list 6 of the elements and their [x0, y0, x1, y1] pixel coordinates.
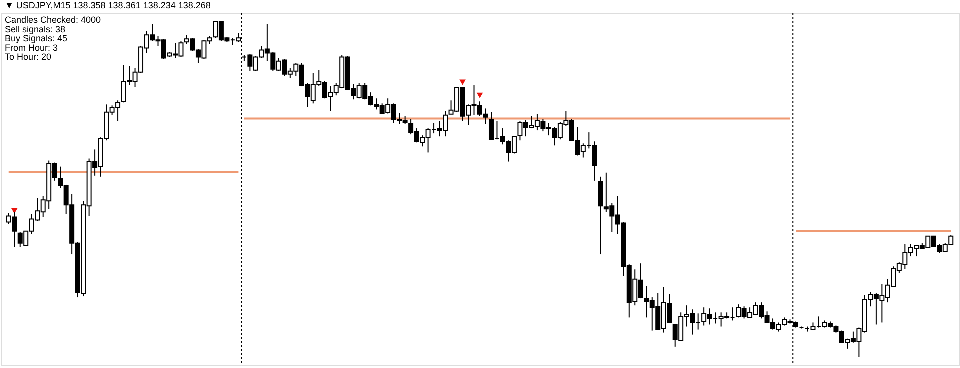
annotation: To Hour: 20	[5, 52, 52, 62]
annotation: Buy Signals: 45	[5, 34, 68, 44]
annotation: From Hour: 3	[5, 42, 58, 53]
annotation: Candles Checked: 4000	[5, 15, 102, 25]
chart-title: ▼ USDJPY,M15 138.358 138.361 138.234 138.268	[5, 0, 211, 10]
annotation: Sell signals: 38	[5, 24, 66, 34]
